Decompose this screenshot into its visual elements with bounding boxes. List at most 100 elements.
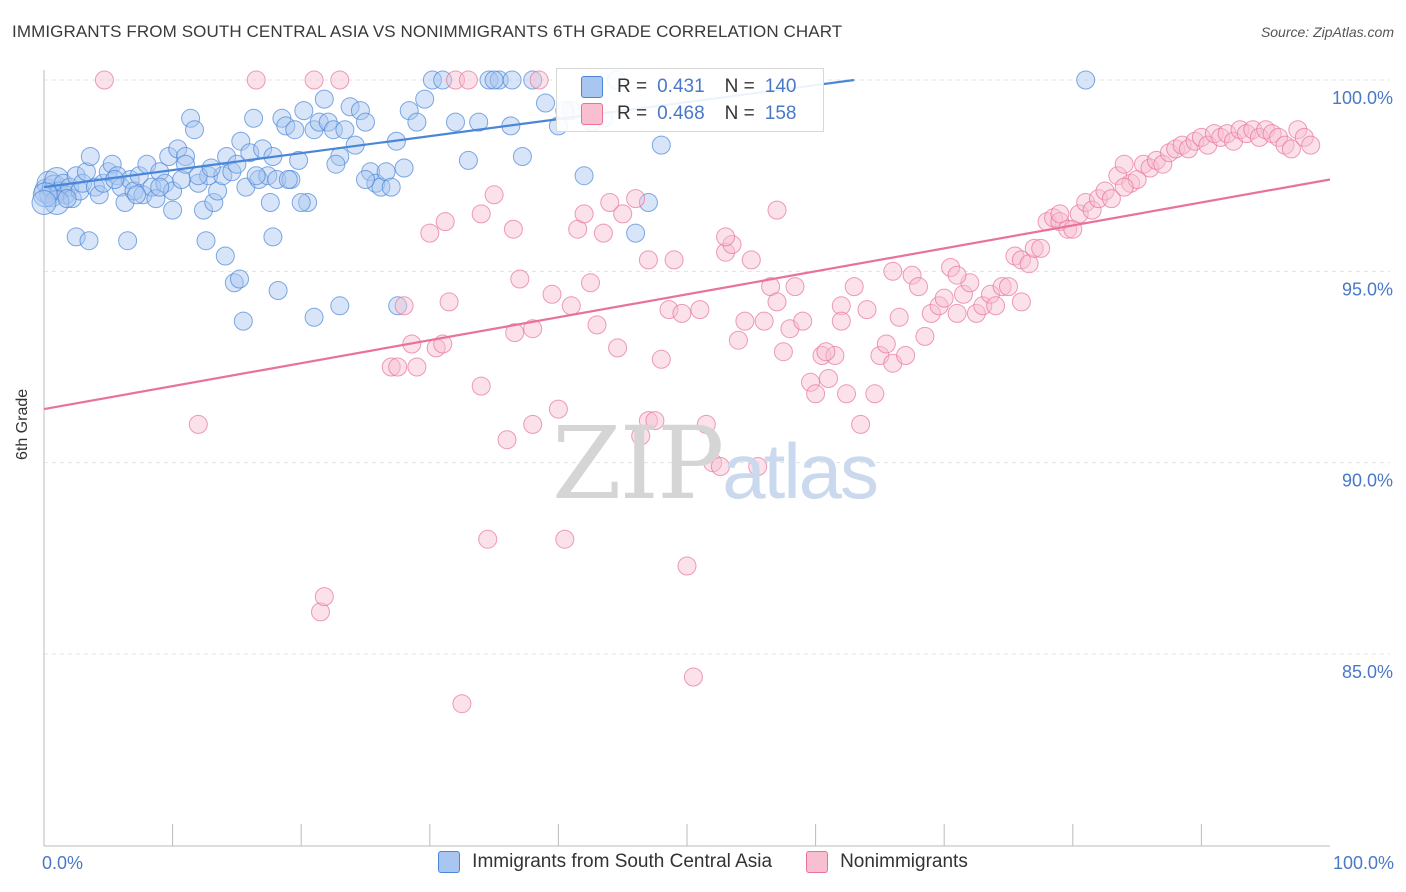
nonimmigrants-r-value: 0.468 — [657, 103, 705, 124]
point-nonimmigrants — [581, 273, 600, 293]
point-immigrants — [246, 166, 266, 186]
point-immigrants — [66, 227, 86, 247]
point-immigrants — [208, 181, 228, 201]
legend-swatch-immigrants — [438, 851, 461, 873]
point-nonimmigrants — [735, 311, 755, 331]
point-immigrants — [502, 70, 522, 90]
point-immigrants — [31, 190, 57, 215]
point-nonimmigrants — [1153, 154, 1173, 174]
nonimmigrants-n-value: 158 — [764, 103, 797, 124]
point-immigrants — [523, 70, 543, 90]
point-immigrants — [330, 296, 350, 316]
point-immigrants — [194, 200, 213, 220]
y-tick-label: 95.0% — [1342, 279, 1393, 299]
point-nonimmigrants — [947, 303, 967, 323]
point-nonimmigrants — [710, 457, 730, 476]
point-nonimmigrants — [696, 414, 716, 434]
point-nonimmigrants — [889, 307, 909, 327]
point-nonimmigrants — [471, 204, 491, 224]
point-nonimmigrants — [986, 296, 1006, 316]
point-immigrants — [263, 227, 283, 247]
point-nonimmigrants — [992, 277, 1012, 297]
y-tick-label: 85.0% — [1342, 662, 1393, 682]
point-immigrants — [57, 189, 77, 209]
point-immigrants — [304, 307, 324, 327]
point-nonimmigrants — [1243, 120, 1263, 140]
legend-swatch-nonimmigrants — [806, 851, 829, 873]
trendline-nonimmigrants — [43, 178, 1331, 411]
point-nonimmigrants — [812, 346, 832, 365]
point-nonimmigrants — [497, 430, 517, 450]
point-immigrants — [215, 246, 235, 266]
point-immigrants — [356, 112, 375, 132]
point-immigrants — [285, 120, 305, 140]
point-nonimmigrants — [683, 667, 703, 687]
point-nonimmigrants — [664, 250, 684, 270]
legend-item-nonimmigrants[interactable]: Nonimmigrants — [806, 851, 968, 873]
point-immigrants — [118, 231, 138, 251]
point-immigrants — [201, 158, 221, 178]
y-tick-label: 90.0% — [1342, 471, 1393, 491]
point-immigrants — [381, 177, 401, 197]
point-immigrants — [146, 189, 166, 209]
point-nonimmigrants — [1082, 200, 1102, 220]
point-nonimmigrants — [478, 529, 498, 549]
point-nonimmigrants — [716, 242, 736, 262]
point-nonimmigrants — [529, 70, 549, 90]
point-nonimmigrants — [767, 200, 787, 220]
point-nonimmigrants — [638, 250, 658, 270]
point-nonimmigrants — [626, 189, 646, 209]
point-immigrants — [224, 273, 244, 293]
point-nonimmigrants — [677, 556, 697, 576]
point-nonimmigrants — [1114, 154, 1134, 174]
point-nonimmigrants — [446, 70, 465, 90]
point-nonimmigrants — [1140, 158, 1160, 178]
point-immigrants — [213, 166, 233, 186]
point-nonimmigrants — [831, 296, 851, 316]
point-nonimmigrants — [503, 219, 523, 239]
series-legend: Immigrants from South Central Asia Nonim… — [0, 851, 1406, 873]
point-nonimmigrants — [1301, 135, 1321, 155]
point-nonimmigrants — [1089, 189, 1108, 209]
point-nonimmigrants — [381, 357, 401, 377]
immigrants-swatch — [581, 76, 603, 98]
point-immigrants — [323, 120, 343, 140]
point-nonimmigrants — [1211, 127, 1231, 147]
point-immigrants — [127, 185, 147, 205]
x-tick-max: 100.0% — [1332, 853, 1394, 873]
point-immigrants — [278, 170, 298, 189]
point-nonimmigrants — [1281, 139, 1301, 159]
point-immigrants — [356, 170, 375, 189]
point-nonimmigrants — [947, 265, 967, 285]
point-nonimmigrants — [672, 303, 692, 323]
point-nonimmigrants — [561, 296, 581, 316]
point-nonimmigrants — [934, 288, 954, 308]
point-immigrants — [574, 166, 594, 186]
point-immigrants — [407, 112, 427, 132]
point-nonimmigrants — [1114, 177, 1134, 197]
point-nonimmigrants — [1172, 135, 1192, 155]
point-nonimmigrants — [865, 384, 885, 404]
immigrants-n-value: 140 — [764, 76, 797, 97]
point-immigrants — [289, 150, 309, 170]
point-nonimmigrants — [722, 235, 742, 254]
legend-item-immigrants[interactable]: Immigrants from South Central Asia — [438, 851, 772, 873]
point-nonimmigrants — [435, 212, 455, 232]
point-immigrants — [142, 177, 162, 197]
point-nonimmigrants — [767, 292, 787, 312]
point-nonimmigrants — [806, 384, 826, 404]
point-nonimmigrants — [1069, 204, 1089, 224]
point-nonimmigrants — [921, 303, 941, 323]
point-nonimmigrants — [831, 311, 851, 331]
point-immigrants — [479, 70, 499, 90]
point-immigrants — [260, 193, 280, 212]
point-nonimmigrants — [555, 529, 575, 549]
source-label: Source: ZipAtlas.com — [1260, 24, 1394, 40]
point-nonimmigrants — [659, 300, 679, 320]
point-immigrants — [181, 108, 201, 128]
point-immigrants — [350, 101, 370, 121]
point-immigrants — [196, 231, 216, 251]
stats-row-nonimmigrants: R = 0.468 N = 158 — [581, 101, 796, 127]
chart-title: IMMIGRANTS FROM SOUTH CENTRAL ASIA VS NO… — [12, 22, 843, 41]
immigrants-r-value: 0.431 — [657, 76, 705, 97]
